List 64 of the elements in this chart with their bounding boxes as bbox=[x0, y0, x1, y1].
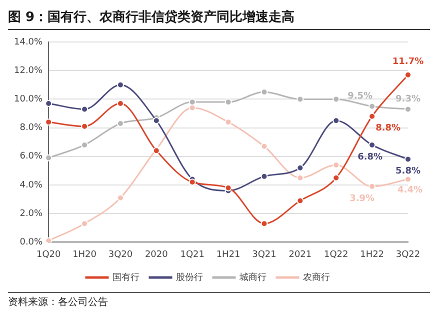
legend-label: 农商行 bbox=[303, 272, 330, 283]
data-label: 3.9% bbox=[350, 194, 375, 204]
point bbox=[81, 106, 88, 113]
point bbox=[116, 81, 124, 88]
legend-label: 城商行 bbox=[238, 272, 266, 283]
legend-label: 国有行 bbox=[112, 272, 140, 283]
point bbox=[45, 100, 52, 107]
y-tick-label: 0.0% bbox=[20, 238, 44, 248]
point bbox=[332, 96, 340, 103]
point bbox=[116, 194, 124, 202]
x-tick-label: 1H22 bbox=[360, 250, 384, 260]
point bbox=[332, 117, 340, 124]
x-tick-label: 1Q22 bbox=[324, 250, 348, 260]
point bbox=[296, 174, 304, 182]
data-label: 8.8% bbox=[376, 124, 401, 134]
point bbox=[296, 164, 304, 172]
point bbox=[260, 172, 268, 180]
y-tick-label: 6.0% bbox=[20, 152, 44, 162]
data-label: 6.8% bbox=[358, 152, 383, 162]
point bbox=[404, 106, 412, 113]
text: 资料来源：各公司公告 bbox=[8, 292, 430, 309]
chart-title: 图 9：国有行、农商行非信贷类资产同比增速走高 bbox=[8, 8, 430, 30]
data-label: 4.4% bbox=[398, 186, 422, 196]
point bbox=[224, 184, 232, 192]
point bbox=[296, 197, 304, 204]
x-tick-label: 3Q22 bbox=[396, 250, 420, 260]
x-tick-label: 2021 bbox=[288, 250, 312, 260]
y-tick-label: 10.0% bbox=[14, 94, 44, 105]
y-tick-label: 14.0% bbox=[14, 37, 44, 48]
x-tick-label: 2020 bbox=[144, 250, 168, 260]
point bbox=[404, 156, 412, 163]
x-tick-label: 1Q21 bbox=[180, 250, 204, 260]
x-tick-label: 1Q20 bbox=[36, 250, 61, 260]
data-label: 5.8% bbox=[396, 166, 420, 177]
x-tick-label: 1H21 bbox=[216, 250, 240, 260]
x-tick-label: 3Q21 bbox=[252, 250, 276, 260]
legend-label: 股份行 bbox=[176, 272, 203, 283]
x-tick-label: 3Q20 bbox=[108, 250, 133, 260]
point bbox=[404, 71, 412, 78]
point bbox=[296, 96, 304, 103]
y-tick-label: 2.0% bbox=[20, 208, 44, 219]
data-label: 11.7% bbox=[392, 57, 424, 68]
point bbox=[45, 237, 52, 242]
point bbox=[368, 182, 376, 190]
point bbox=[188, 178, 196, 186]
point bbox=[152, 117, 160, 124]
point bbox=[188, 98, 196, 106]
point bbox=[81, 122, 88, 130]
point bbox=[45, 118, 52, 126]
point bbox=[260, 142, 268, 150]
point bbox=[404, 176, 412, 183]
data-label: 9.3% bbox=[396, 94, 420, 105]
y-tick-label: 8.0% bbox=[20, 123, 44, 134]
point bbox=[368, 102, 376, 110]
point bbox=[260, 220, 268, 228]
point bbox=[224, 118, 232, 126]
y-tick-label: 4.0% bbox=[20, 180, 44, 190]
point bbox=[368, 112, 376, 120]
y-tick-label: 12.0% bbox=[14, 66, 44, 76]
data-label: 9.5% bbox=[348, 92, 373, 102]
point bbox=[45, 154, 52, 162]
point bbox=[81, 220, 88, 228]
point bbox=[332, 174, 340, 182]
x-tick-label: 1H20 bbox=[72, 250, 97, 260]
